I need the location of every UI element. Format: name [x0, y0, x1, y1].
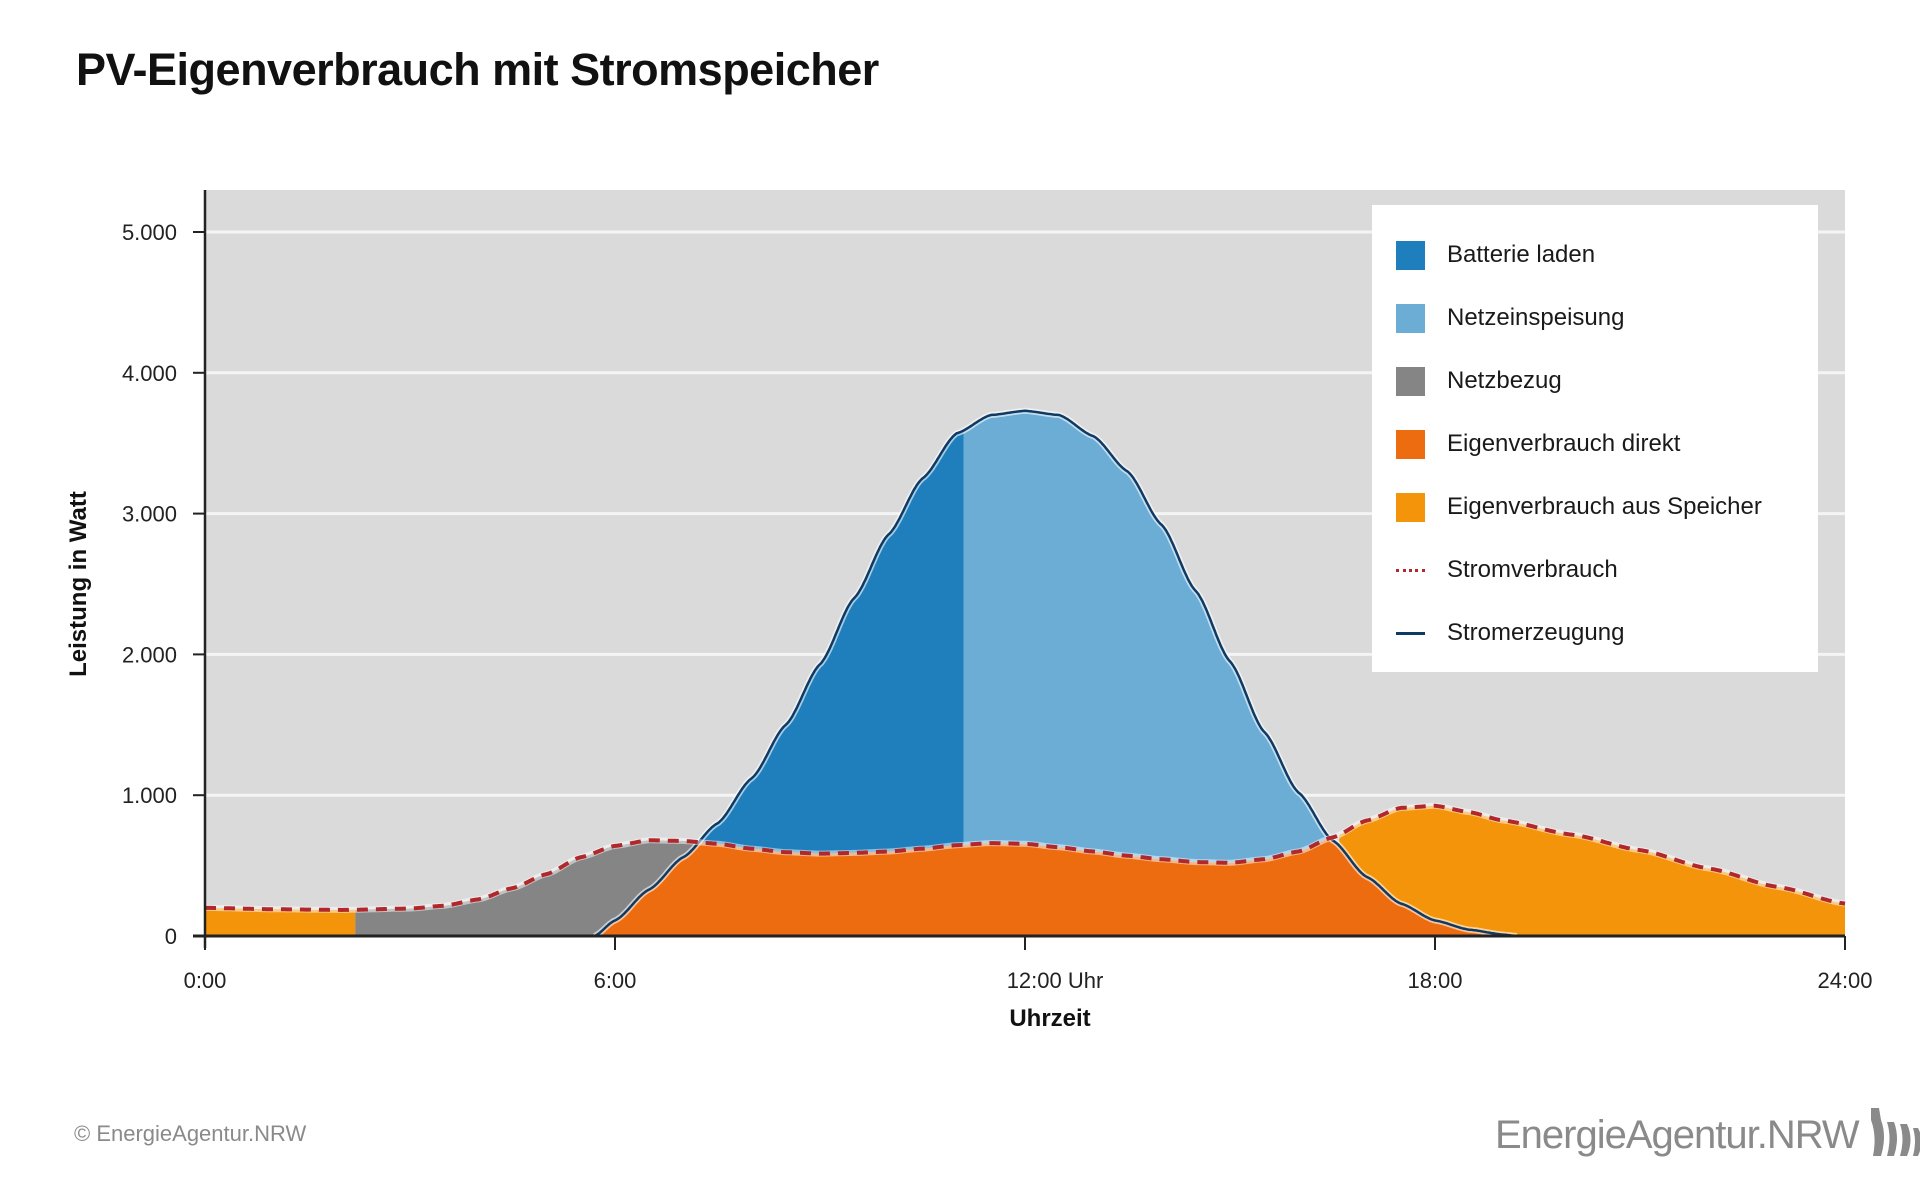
legend-label: Stromerzeugung	[1447, 619, 1625, 646]
chart-title: PV-Eigenverbrauch mit Stromspeicher	[76, 44, 879, 95]
area-eigenverbrauch-speicher	[205, 907, 356, 936]
area-batterie-laden	[683, 430, 964, 854]
legend-item-netzeinspeisung: Netzeinspeisung	[1396, 298, 1624, 338]
axes	[193, 190, 1845, 948]
legend-item-eigenverbrauch-direkt: Eigenverbrauch direkt	[1396, 424, 1680, 464]
y-tick-label: 3.000	[122, 502, 177, 527]
netzeinspeisung-swatch-icon	[1396, 303, 1425, 333]
area-eigenverbrauch-direkt	[587, 838, 1524, 936]
y-tick-label: 4.000	[122, 361, 177, 386]
legend-label: Netzeinspeisung	[1447, 304, 1625, 331]
energieagentur-logo-icon	[1870, 1108, 1920, 1156]
area-eigenverbrauch-speicher-evening	[1339, 805, 1845, 936]
legend-item-stromverbrauch: Stromverbrauch	[1396, 550, 1618, 590]
area-series	[205, 410, 1845, 936]
y-axis-ticks: 0 1.000 2.000 3.000 4.000 5.000	[122, 220, 205, 949]
x-axis-label: Uhrzeit	[1009, 1005, 1090, 1032]
stromerzeugung-line	[594, 409, 1518, 938]
legend-label: Stromverbrauch	[1447, 556, 1618, 583]
y-tick-label: 5.000	[122, 220, 177, 245]
eigenverbrauch-direkt-swatch-icon	[1396, 429, 1425, 459]
netzbezug-swatch-icon	[1396, 366, 1425, 396]
x-tick-label: 24:00	[1817, 968, 1872, 993]
legend-label: Batterie laden	[1447, 241, 1596, 268]
legend-item-batterie-laden: Batterie laden	[1396, 235, 1595, 275]
y-tick-label: 1.000	[122, 783, 177, 808]
legend-item-eigenverbrauch-speicher: Eigenverbrauch aus Speicher	[1396, 487, 1762, 527]
copyright-notice: © EnergieAgentur.NRW	[74, 1121, 307, 1146]
y-axis-label: Leistung in Watt	[65, 491, 92, 677]
legend-item-stromerzeugung: Stromerzeugung	[1396, 613, 1624, 653]
x-tick-label: 6:00	[594, 968, 637, 993]
x-tick-label: 0:00	[184, 968, 227, 993]
area-netzeinspeisung	[963, 410, 1340, 863]
x-tick-label: 18:00	[1407, 968, 1462, 993]
solid-line-icon	[1396, 631, 1425, 635]
batterie-laden-swatch-icon	[1396, 240, 1425, 270]
x-axis-ticks: 0:00 6:00 12:00 Uhr 18:00 24:00	[184, 936, 1873, 993]
x-tick-label: 12:00 Uhr	[1007, 968, 1104, 993]
area-netzbezug	[355, 840, 704, 936]
line-series	[204, 407, 1846, 939]
legend-label: Eigenverbrauch direkt	[1447, 430, 1681, 457]
legend-label: Netzbezug	[1447, 367, 1562, 394]
legend-item-netzbezug: Netzbezug	[1396, 361, 1562, 401]
brand-logo-text: EnergieAgentur.NRW	[1495, 1113, 1860, 1157]
stromverbrauch-line	[204, 803, 1846, 913]
y-tick-label: 0	[165, 924, 177, 949]
brand-logo: EnergieAgentur.NRW	[1495, 1106, 1920, 1158]
eigenverbrauch-speicher-swatch-icon	[1396, 492, 1425, 522]
legend-label: Eigenverbrauch aus Speicher	[1447, 493, 1762, 520]
dashed-line-icon	[1396, 568, 1425, 572]
legend: Batterie laden Netzeinspeisung Netzbezug…	[1372, 205, 1818, 672]
y-tick-label: 2.000	[122, 642, 177, 667]
